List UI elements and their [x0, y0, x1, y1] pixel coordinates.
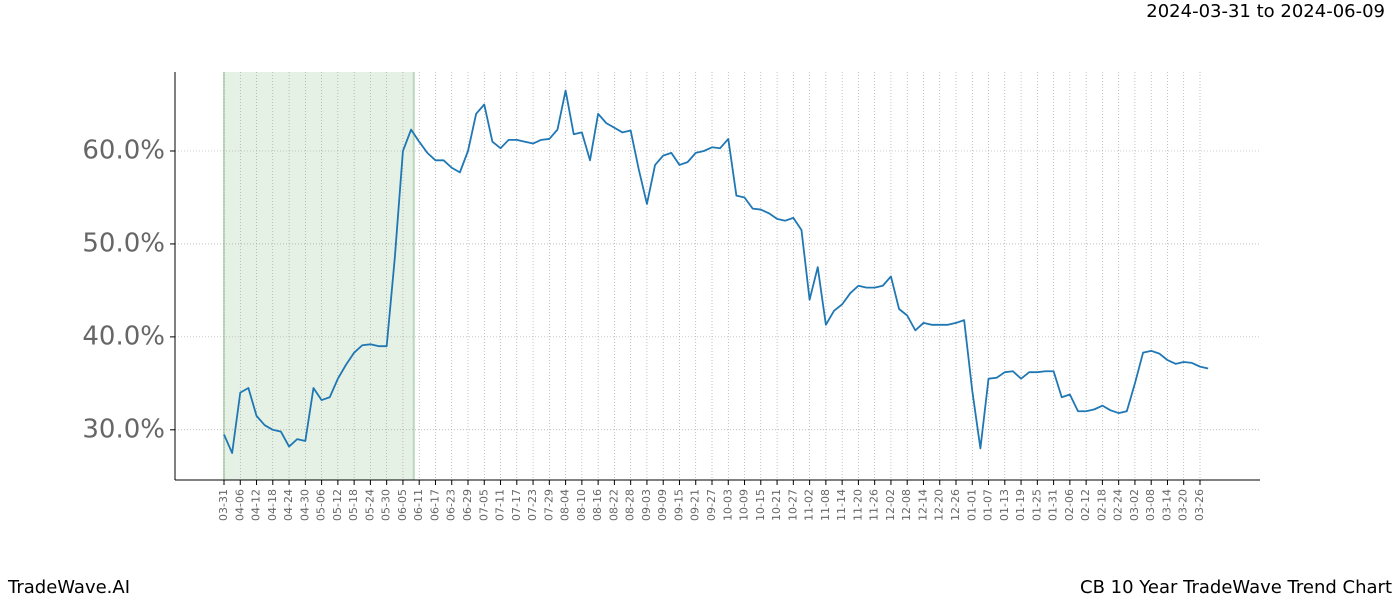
x-tick-label: 10-21	[770, 489, 783, 521]
x-tick-label: 01-25	[1030, 489, 1043, 521]
x-tick-label: 09-15	[672, 489, 685, 521]
x-tick-label: 09-21	[689, 489, 702, 521]
x-tick-label: 11-20	[851, 489, 864, 521]
x-tick-label: 03-20	[1177, 489, 1190, 521]
x-tick-label: 11-14	[835, 489, 848, 521]
x-tick-label: 04-06	[233, 489, 246, 521]
x-tick-label: 03-02	[1128, 489, 1141, 521]
x-tick-label: 05-06	[315, 489, 328, 521]
x-tick-label: 10-27	[786, 489, 799, 521]
x-tick-label: 06-23	[445, 489, 458, 521]
x-tick-label: 04-30	[298, 489, 311, 521]
x-tick-label: 03-14	[1160, 489, 1173, 521]
x-tick-label: 12-20	[933, 489, 946, 521]
x-tick-label: 07-17	[510, 489, 523, 521]
watermark: TradeWave.AI	[7, 577, 130, 598]
x-tick-label: 02-06	[1063, 489, 1076, 521]
x-tick-label: 04-12	[250, 489, 263, 521]
x-tick-label: 01-13	[998, 489, 1011, 521]
x-tick-label: 05-18	[347, 489, 360, 521]
x-tick-label: 07-05	[477, 489, 490, 521]
data-line	[223, 89, 1209, 454]
x-tick-label: 07-11	[494, 489, 507, 521]
x-tick-label: 04-24	[282, 489, 295, 521]
x-tick-label: 11-26	[868, 489, 881, 521]
x-tick-label: 08-10	[575, 489, 588, 521]
x-tick-label: 06-05	[396, 489, 409, 521]
x-tick-label: 06-17	[428, 489, 441, 521]
y-tick-label: 40.0%	[82, 321, 165, 351]
x-tick-label: 03-08	[1144, 489, 1157, 521]
x-tick-label: 05-12	[331, 489, 344, 521]
x-tick-label: 09-27	[705, 489, 718, 521]
x-tick-label: 08-22	[607, 489, 620, 521]
x-tick-label: 02-24	[1112, 489, 1125, 521]
x-tick-label: 07-29	[542, 489, 555, 521]
x-tick-label: 07-23	[526, 489, 539, 521]
x-tick-label: 06-29	[461, 489, 474, 521]
x-tick-label: 10-03	[721, 489, 734, 521]
x-tick-label: 03-31	[217, 489, 230, 521]
x-tick-label: 12-26	[949, 489, 962, 521]
x-tick-label: 01-07	[982, 489, 995, 521]
x-tick-label: 02-18	[1095, 489, 1108, 521]
y-tick-label: 60.0%	[82, 135, 165, 165]
x-tick-label: 12-02	[884, 489, 897, 521]
x-tick-label: 10-09	[738, 489, 751, 521]
x-tick-label: 08-28	[624, 489, 637, 521]
x-tick-label: 04-18	[266, 489, 279, 521]
x-tick-label: 10-15	[754, 489, 767, 521]
x-tick-label: 05-24	[363, 489, 376, 521]
chart-subtitle: 2024-03-31 to 2024-06-09	[1146, 1, 1385, 22]
x-tick-label: 08-04	[559, 489, 572, 521]
x-tick-label: 11-08	[819, 489, 832, 521]
x-tick-label: 01-31	[1047, 489, 1060, 521]
chart-title: CB 10 Year TradeWave Trend Chart	[1080, 577, 1392, 598]
highlight-band	[224, 72, 414, 480]
x-tick-label: 05-30	[380, 489, 393, 521]
x-tick-label: 01-19	[1014, 489, 1027, 521]
x-tick-label: 03-26	[1193, 489, 1206, 521]
x-tick-label: 02-12	[1079, 489, 1092, 521]
y-tick-label: 30.0%	[82, 414, 165, 444]
y-tick-label: 50.0%	[82, 228, 165, 258]
x-tick-label: 11-02	[803, 489, 816, 521]
x-tick-label: 09-03	[640, 489, 653, 521]
x-tick-label: 06-11	[412, 489, 425, 521]
x-tick-label: 09-09	[656, 489, 669, 521]
x-tick-label: 01-01	[965, 489, 978, 521]
x-tick-label: 08-16	[591, 489, 604, 521]
x-tick-label: 12-08	[900, 489, 913, 521]
x-tick-label: 12-14	[916, 489, 929, 521]
